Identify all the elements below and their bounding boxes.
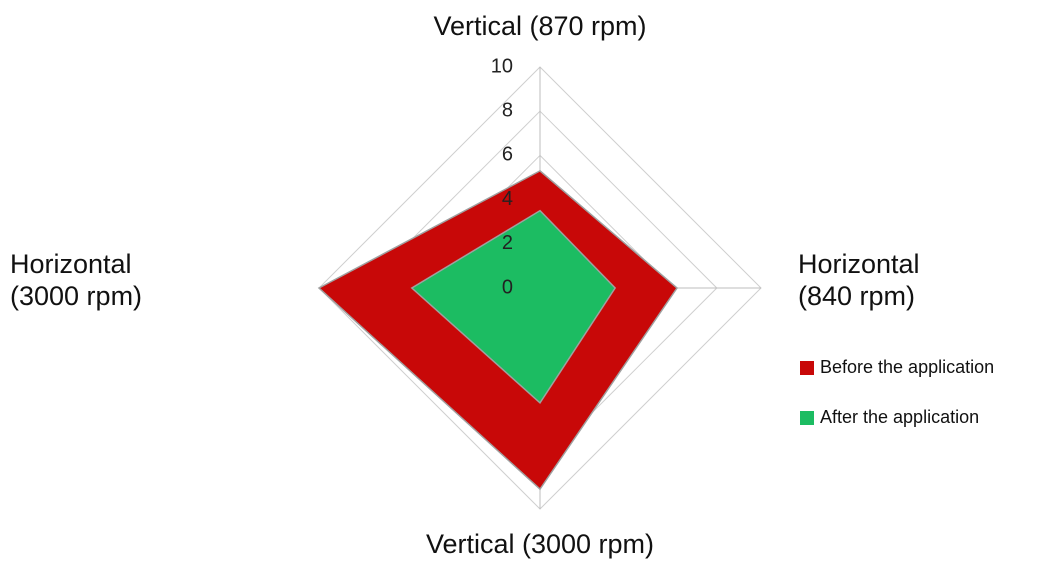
tick-label: 6: [502, 144, 513, 166]
tick-label: 10: [491, 55, 513, 77]
tick-label: 8: [502, 99, 513, 121]
series-area: [410, 209, 617, 405]
legend-swatch: [800, 360, 814, 375]
tick-label: 2: [502, 232, 513, 254]
category-label: Vertical (3000 rpm): [425, 529, 655, 559]
category-label: Horizontal (3000 rpm): [10, 249, 143, 311]
tick-label: 0: [502, 276, 513, 298]
category-label: Vertical (870 rpm): [433, 11, 647, 41]
tick-label: 4: [502, 188, 513, 210]
legend-label: Before the application: [820, 357, 995, 377]
category-label: Horizontal (840 rpm): [798, 249, 920, 311]
legend-item: After the application: [800, 407, 979, 428]
legend-label: After the application: [820, 407, 980, 427]
legend-swatch: [800, 410, 814, 425]
legend-item: Before the application: [800, 357, 994, 378]
